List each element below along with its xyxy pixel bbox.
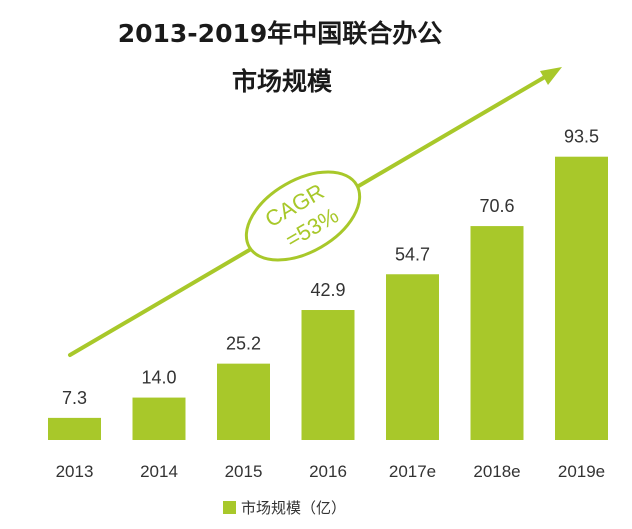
cagr-ellipse xyxy=(244,170,362,262)
x-tick-label-2015: 2015 xyxy=(225,462,263,481)
value-label-2014: 14.0 xyxy=(141,368,176,388)
chart-title-line1: 2013-2019年中国联合办公 xyxy=(118,19,443,48)
bar-2013 xyxy=(48,417,101,440)
x-tick-labels-group: 2013 2014 2015 2016 2017e 2018e 2019e xyxy=(56,462,606,481)
x-tick-label-2018e: 2018e xyxy=(473,462,520,481)
x-tick-label-2013: 2013 xyxy=(56,462,94,481)
x-tick-label-2017e: 2017e xyxy=(389,462,436,481)
value-label-2017e: 54.7 xyxy=(395,244,430,264)
bar-2014 xyxy=(132,397,186,440)
bars-group xyxy=(48,156,608,440)
x-tick-label-2016: 2016 xyxy=(309,462,347,481)
bar-2018e xyxy=(470,226,524,440)
x-tick-label-2019e: 2019e xyxy=(558,462,605,481)
cagr-annotation: CAGR =53% xyxy=(244,170,362,262)
bar-2019e xyxy=(555,156,608,440)
value-label-2013: 7.3 xyxy=(62,388,87,408)
bar-2017e xyxy=(386,274,439,440)
legend: 市场规模（亿） xyxy=(223,499,346,517)
legend-swatch xyxy=(223,501,236,514)
value-label-2018e: 70.6 xyxy=(479,196,514,216)
chart-title-line2: 市场规模 xyxy=(232,67,333,96)
legend-label: 市场规模（亿） xyxy=(241,499,346,517)
value-label-2019e: 93.5 xyxy=(564,127,599,147)
growth-arrow-head xyxy=(540,67,562,85)
bar-2016 xyxy=(301,310,355,440)
bar-2015 xyxy=(217,363,270,440)
value-label-2016: 42.9 xyxy=(310,280,345,300)
x-tick-label-2014: 2014 xyxy=(140,462,178,481)
value-labels-group: 7.3 14.0 25.2 42.9 54.7 70.6 93.5 xyxy=(62,127,599,408)
value-label-2015: 25.2 xyxy=(226,334,261,354)
